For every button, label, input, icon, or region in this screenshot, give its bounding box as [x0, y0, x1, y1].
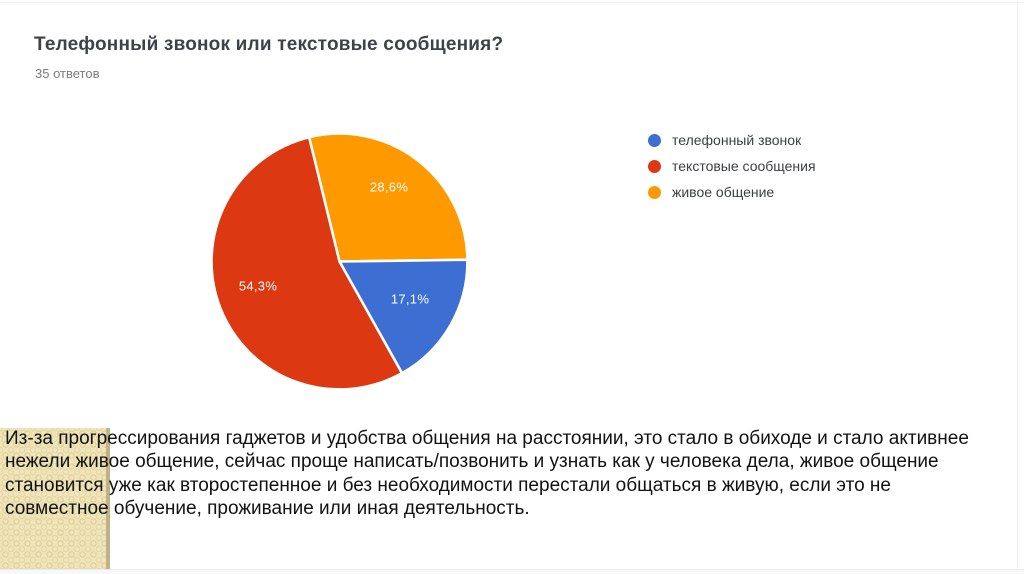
responses-count: 35 ответов [35, 66, 100, 81]
slide-top-border [0, 2, 1024, 3]
legend-label: текстовые сообщения [672, 158, 816, 174]
legend-item-phone-call: телефонный звонок [648, 127, 816, 153]
slide-right-border [1017, 2, 1018, 569]
pie-chart-svg [210, 132, 469, 391]
comment-line: совместное обучение, проживание или иная… [5, 497, 530, 519]
legend-swatch-blue-icon [648, 133, 661, 147]
legend-swatch-orange-icon [648, 185, 661, 199]
pie-slice-phone-call [338, 258, 469, 375]
legend-item-text-messages: текстовые сообщения [648, 153, 816, 179]
slice-label-text-messages: 54,3% [238, 278, 278, 294]
comment-line: становится уже как второстепенное и без … [5, 474, 891, 496]
comment-line: Из-за прогрессирования гаджетов и удобст… [5, 428, 969, 449]
comment-line: нежели живое общение, сейчас проще напис… [5, 451, 939, 473]
legend-label: живое общение [672, 184, 775, 200]
slide-bottom-strip [0, 569, 1024, 574]
legend-label: телефонный звонок [672, 132, 802, 148]
pie-slice-text-messages [210, 135, 404, 391]
question-title: Телефонный звонок или текстовые сообщени… [34, 34, 504, 55]
chart-legend: телефонный звонок текстовые сообщения жи… [648, 127, 816, 205]
beige-texture-block [0, 428, 110, 569]
comment-text: Из-за прогрессирования гаджетов и удобст… [5, 427, 969, 520]
slice-label-live-communication: 28,6% [369, 179, 409, 195]
pie-chart: 28,6% 54,3% 17,1% [209, 131, 470, 392]
legend-item-live-communication: живое общение [648, 179, 816, 205]
legend-swatch-red-icon [648, 159, 661, 173]
pie-slice-live-communication [307, 132, 469, 263]
slice-label-phone-call: 17,1% [390, 291, 430, 307]
